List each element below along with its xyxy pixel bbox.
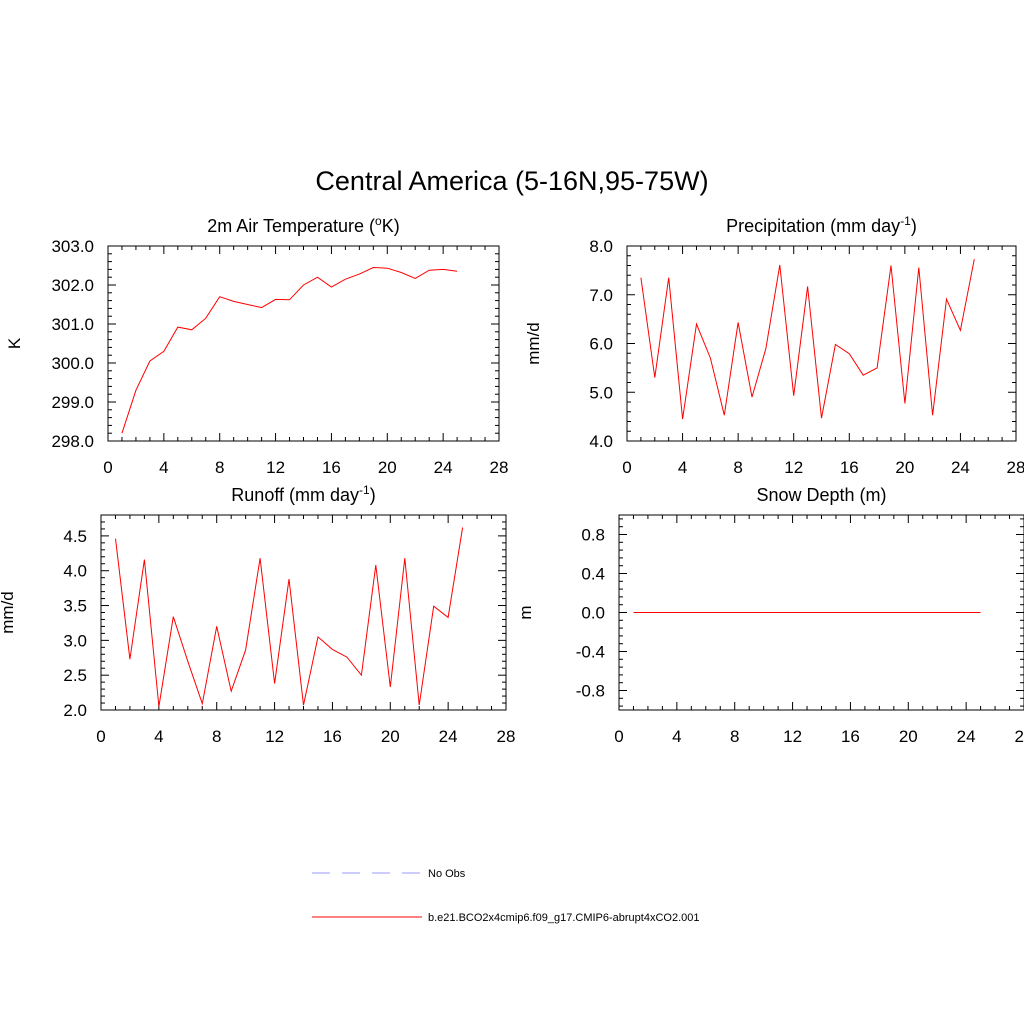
x-tick-label: 8	[733, 458, 742, 477]
y-tick-label: 6.0	[589, 335, 613, 354]
x-tick-label: 24	[439, 727, 458, 746]
x-tick-label: 4	[154, 727, 163, 746]
legend: No Obs b.e21.BCO2x4cmip6.f09_g17.CMIP6-a…	[312, 868, 700, 924]
x-tick-label: 16	[323, 727, 342, 746]
x-tick-label: 20	[378, 458, 397, 477]
x-tick-label: 12	[266, 458, 285, 477]
x-tick-label: 20	[899, 727, 918, 746]
plot-frame	[107, 245, 500, 442]
panel-title-tail: K)	[382, 216, 400, 236]
panel-title-main: Runoff (mm day	[231, 485, 359, 505]
panel-precipitation: 0 4 8 12 16 20 24 28 4.0 5.0 6.0 7.0 8.0 mm/d Precipit…	[524, 214, 1024, 477]
legend-label-no-obs: No Obs	[428, 868, 466, 880]
x-tick-label: 28	[1015, 727, 1024, 746]
x-tick-label: 24	[951, 458, 970, 477]
y-tick-label: 4.0	[589, 432, 613, 451]
x-tick-label: 0	[103, 458, 112, 477]
panel-title-main: 2m Air Temperature (	[207, 216, 375, 236]
y-tick-label: 3.0	[63, 631, 87, 650]
y-tick-label: 4.0	[63, 562, 87, 581]
panel-title: Precipitation (mm day-1)	[726, 214, 917, 236]
plot-frame	[626, 245, 1017, 442]
panel-temperature: 0 4 8 12 16 20 24 28 298.0 299.0 300.0 301.0 302.0 30…	[5, 214, 508, 477]
y-tick-label: -0.8	[576, 682, 605, 701]
panel-title-superscript: -1	[900, 214, 911, 228]
x-tick-label: 12	[783, 727, 802, 746]
x-tick-label: 28	[1007, 458, 1024, 477]
x-tick-label: 16	[322, 458, 341, 477]
y-tick-label: 302.0	[51, 276, 94, 295]
panels-group: 0 4 8 12 16 20 24 28 298.0 299.0 300.0 301.0 302.0 30…	[0, 214, 1024, 746]
figure-title: Central America (5-16N,95-75W)	[315, 166, 708, 196]
legend-label-model: b.e21.BCO2x4cmip6.f09_g17.CMIP6-abrupt4x…	[428, 912, 700, 924]
y-tick-label: 3.5	[63, 597, 87, 616]
x-tick-label: 12	[265, 727, 284, 746]
x-tick-label: 28	[490, 458, 509, 477]
y-tick-label: 7.0	[589, 286, 613, 305]
panel-snow-depth: 0 4 8 12 16 20 24 28 -0.8 -0.4 0.0 0.4 0.8 m Snow Dept…	[516, 485, 1024, 746]
y-axis-label: m	[516, 605, 535, 619]
y-tick-label: 299.0	[51, 393, 94, 412]
panel-title: Runoff (mm day-1)	[231, 483, 375, 505]
y-tick-label: 301.0	[51, 315, 94, 334]
y-axis-label: mm/d	[0, 591, 17, 634]
x-tick-label: 20	[895, 458, 914, 477]
panel-title-superscript: o	[375, 214, 382, 228]
series-line	[115, 527, 464, 707]
x-tick-label: 8	[215, 458, 224, 477]
panel-title-tail: )	[370, 485, 376, 505]
y-tick-label: 4.5	[63, 527, 87, 546]
x-tick-label: 0	[96, 727, 105, 746]
panel-runoff: 0 4 8 12 16 20 24 28 2.0 2.5 3.0 3.5 4.0 4.5 mm/d Runof…	[0, 483, 515, 746]
panel-title: Snow Depth (m)	[756, 485, 886, 505]
y-tick-label: 0.4	[581, 565, 605, 584]
x-tick-label: 24	[957, 727, 976, 746]
y-tick-label: 303.0	[51, 237, 94, 256]
y-tick-label: 5.0	[589, 383, 613, 402]
x-tick-label: 4	[672, 727, 681, 746]
x-tick-label: 4	[159, 458, 168, 477]
x-tick-label: 28	[497, 727, 516, 746]
panel-title-main: Snow Depth (m)	[756, 485, 886, 505]
panel-title: 2m Air Temperature (oK)	[207, 214, 399, 236]
y-tick-label: 8.0	[589, 237, 613, 256]
y-tick-label: 0.8	[581, 526, 605, 545]
y-axis-label: K	[5, 337, 24, 349]
y-axis-label: mm/d	[524, 322, 543, 365]
panel-title-superscript: -1	[359, 483, 370, 497]
x-tick-label: 8	[730, 727, 739, 746]
x-tick-label: 8	[212, 727, 221, 746]
series-line	[121, 266, 458, 434]
y-tick-label: -0.4	[576, 643, 605, 662]
panel-title-tail: )	[911, 216, 917, 236]
plot-frame	[100, 514, 507, 711]
x-tick-label: 24	[434, 458, 453, 477]
x-tick-label: 0	[622, 458, 631, 477]
series-line	[640, 259, 975, 420]
x-tick-label: 16	[841, 727, 860, 746]
x-tick-label: 20	[381, 727, 400, 746]
panel-title-main: Precipitation (mm day	[726, 216, 900, 236]
y-tick-label: 298.0	[51, 432, 94, 451]
y-tick-label: 300.0	[51, 354, 94, 373]
x-tick-label: 12	[784, 458, 803, 477]
x-tick-label: 0	[614, 727, 623, 746]
y-tick-label: 0.0	[581, 604, 605, 623]
y-tick-label: 2.5	[63, 666, 87, 685]
x-tick-label: 4	[678, 458, 687, 477]
y-tick-label: 2.0	[63, 701, 87, 720]
x-tick-label: 16	[840, 458, 859, 477]
